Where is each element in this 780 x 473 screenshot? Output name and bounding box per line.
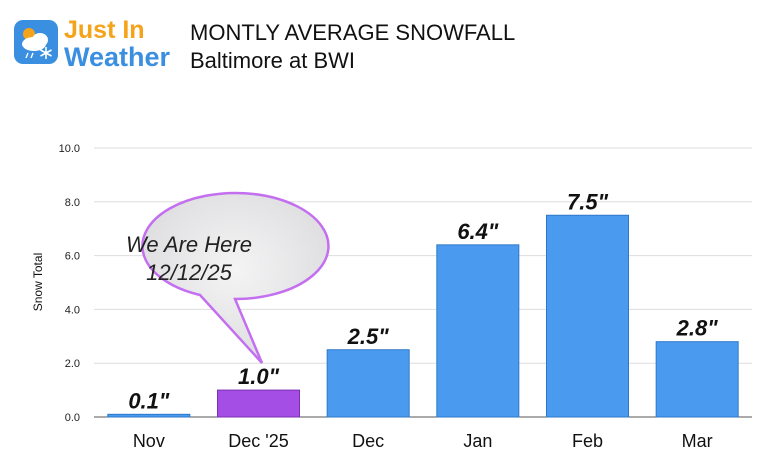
y-axis-label: Snow Total xyxy=(31,253,45,311)
logo-text-line2: Weather xyxy=(64,42,171,72)
logo-text-line1: Just In xyxy=(64,16,145,44)
x-tick-label-4: Feb xyxy=(572,431,603,451)
data-label-1: 1.0" xyxy=(238,364,280,389)
chart-title: MONTLY AVERAGE SNOWFALL xyxy=(190,20,516,45)
bar-2 xyxy=(326,349,410,418)
callout-line1: We Are Here xyxy=(126,232,252,257)
x-tick-label-1: Dec '25 xyxy=(228,431,288,451)
y-tick-label: 2.0 xyxy=(65,358,80,370)
data-label-5: 2.8" xyxy=(676,316,719,341)
data-label-4: 7.5" xyxy=(567,189,609,214)
bar-1 xyxy=(217,389,300,418)
data-label-2: 2.5" xyxy=(347,324,390,349)
callout-line2: 12/12/25 xyxy=(146,260,232,285)
chart-subtitle: Baltimore at BWI xyxy=(190,48,356,73)
y-tick-label: 6.0 xyxy=(65,251,80,263)
bar-5 xyxy=(655,341,739,418)
logo: Just In Weather xyxy=(14,14,174,74)
x-tick-label-0: Nov xyxy=(133,431,165,451)
y-tick-label: 4.0 xyxy=(65,304,80,316)
y-tick-label: 10.0 xyxy=(59,143,80,155)
x-tick-label-3: Jan xyxy=(463,431,492,451)
data-label-3: 6.4" xyxy=(457,219,499,244)
data-label-0: 0.1" xyxy=(128,388,170,413)
bar-4 xyxy=(546,214,629,418)
y-tick-label: 8.0 xyxy=(65,197,80,209)
bar-0 xyxy=(107,413,191,418)
callout-shape xyxy=(141,191,330,364)
sun-cloud-snowflake-icon xyxy=(14,20,58,64)
y-tick-label: 0.0 xyxy=(65,412,80,424)
callout-bubble: We Are Here 12/12/25 xyxy=(126,191,330,364)
bar-3 xyxy=(436,244,520,418)
x-tick-label-5: Mar xyxy=(682,431,713,451)
x-tick-label-2: Dec xyxy=(352,431,384,451)
